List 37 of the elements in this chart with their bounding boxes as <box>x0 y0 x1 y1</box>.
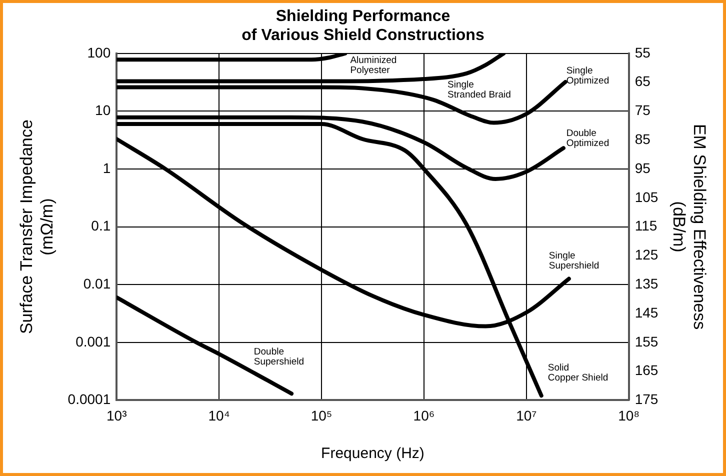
y2-tick-label: 105 <box>634 188 658 205</box>
y-tick-label: 1 <box>102 160 111 176</box>
series-label: Single Supershield <box>548 250 600 272</box>
y-tick-label: 0.01 <box>83 275 111 292</box>
y-tick-label: 10 <box>95 102 111 118</box>
y-axis-title: Surface Transfer Impedance (mΩ/m) <box>16 120 56 334</box>
y2-tick-label: 135 <box>634 275 658 292</box>
y-tick-label: 0.1 <box>91 218 111 234</box>
y2-tick-label: 85 <box>634 130 651 147</box>
y2-tick-label: 145 <box>634 304 658 320</box>
x-axis-title: Frequency (Hz) <box>321 445 424 462</box>
y2-tick-label: 175 <box>634 391 658 408</box>
y2-axis-title: EM Shielding Effectiveness (dB/m) <box>670 124 710 330</box>
y2-tick-label: 65 <box>634 73 651 90</box>
y2-tick-label: 155 <box>634 333 658 350</box>
y2-tick-label: 75 <box>634 102 651 118</box>
series-label: Double Optimized <box>566 128 610 150</box>
chart-title: Shielding Performance of Various Shield Constructions <box>242 8 484 44</box>
x-tick-label: 10⁸ <box>618 407 640 424</box>
y2-tick-label: 125 <box>634 246 658 263</box>
y2-tick-label: 115 <box>634 218 658 234</box>
x-tick-label: 10⁴ <box>208 407 230 424</box>
series-label: Single Optimized <box>566 66 610 87</box>
series-label: Double Supershield <box>254 346 304 368</box>
x-tick-label: 10⁵ <box>310 407 332 424</box>
y-tick-label: 0.0001 <box>68 391 111 408</box>
series-label: Aluminized Polyester <box>350 54 397 76</box>
x-tick-label: 10⁷ <box>516 407 537 424</box>
x-tick-label: 10⁶ <box>413 407 435 424</box>
y2-tick-label: 165 <box>634 362 658 378</box>
series-label: Single Stranded Braid <box>448 79 511 100</box>
series-label: Solid Copper Shield <box>548 362 608 384</box>
y2-tick-label: 55 <box>634 44 651 60</box>
y-tick-label: 0.001 <box>76 333 111 350</box>
y-tick-label: 100 <box>87 44 111 60</box>
y2-tick-label: 95 <box>634 160 651 176</box>
x-tick-label: 10³ <box>106 407 128 424</box>
